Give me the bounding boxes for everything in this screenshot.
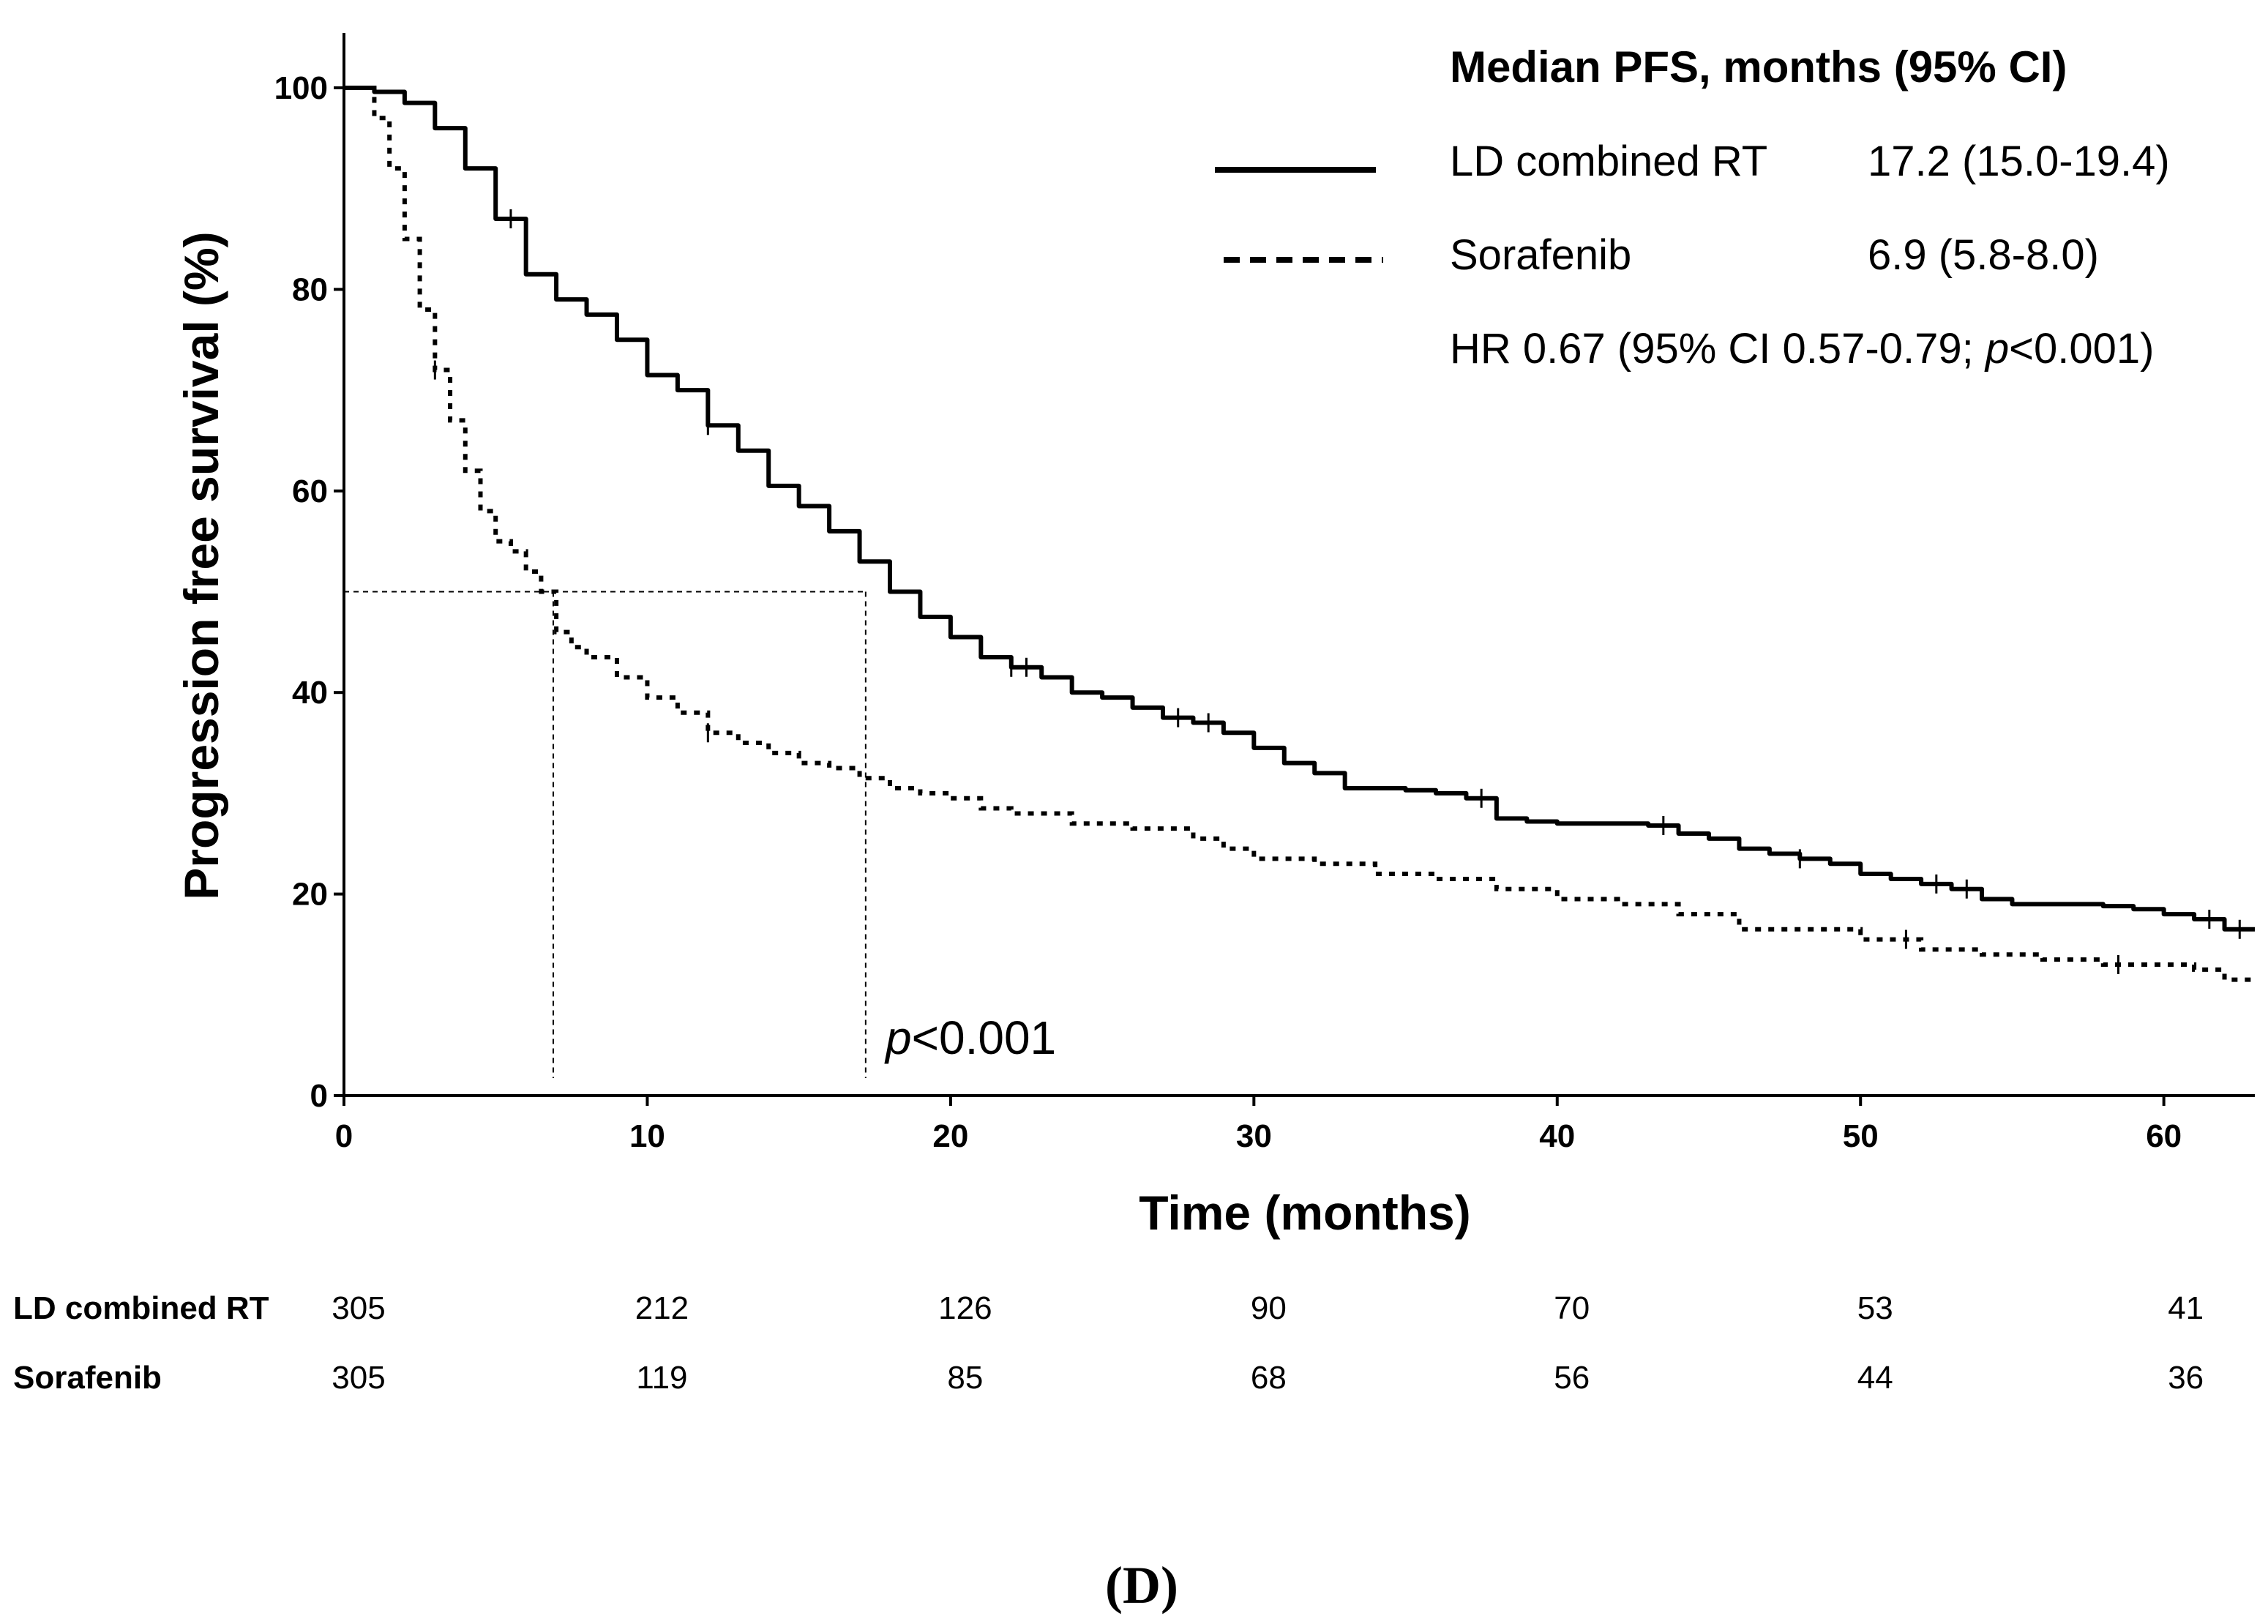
censor-marks — [433, 209, 2241, 974]
p-value-annotation: p<0.001 — [884, 1011, 1056, 1064]
x-tick-label: 60 — [2146, 1118, 2182, 1154]
y-tick-label: 80 — [292, 272, 328, 307]
x-tick-label: 0 — [335, 1118, 353, 1154]
legend-value-sorafenib: 6.9 (5.8-8.0) — [1868, 231, 2099, 279]
risk-count: 212 — [635, 1290, 689, 1326]
legend-label-ld-combined-rt: LD combined RT — [1450, 138, 1767, 185]
y-tick-label: 60 — [292, 474, 328, 509]
y-axis-ticks: 0 20 40 60 80 100 — [274, 70, 344, 1114]
risk-count: 305 — [332, 1360, 385, 1396]
legend-value-ld-combined-rt: 17.2 (15.0-19.4) — [1868, 138, 2170, 185]
risk-count: 119 — [636, 1360, 687, 1396]
risk-count: 36 — [2168, 1360, 2204, 1396]
risk-table-cells: 305 212 126 90 70 53 41 305 119 85 68 56 44 36 — [332, 1290, 2204, 1396]
x-tick-label: 50 — [1843, 1118, 1879, 1154]
risk-count: 126 — [938, 1290, 992, 1326]
risk-count: 85 — [947, 1360, 983, 1396]
legend-label-sorafenib: Sorafenib — [1450, 231, 1631, 279]
risk-count: 90 — [1251, 1290, 1287, 1326]
x-tick-label: 20 — [932, 1118, 968, 1154]
risk-count: 44 — [1857, 1360, 1893, 1396]
x-tick-label: 10 — [629, 1118, 665, 1154]
x-tick-label: 40 — [1539, 1118, 1575, 1154]
y-axis-title: Progression free survival (%) — [174, 231, 228, 899]
x-axis-ticks: 0 10 20 30 40 50 60 — [335, 1096, 2182, 1154]
risk-row-label-ld-combined-rt: LD combined RT — [13, 1290, 269, 1326]
y-tick-label: 40 — [292, 675, 328, 711]
legend-hazard-ratio: HR 0.67 (95% CI 0.57-0.79; p<0.001) — [1450, 325, 2154, 373]
risk-count: 70 — [1554, 1290, 1590, 1326]
y-tick-label: 0 — [310, 1078, 328, 1114]
risk-count: 53 — [1857, 1290, 1893, 1326]
risk-count: 68 — [1251, 1360, 1287, 1396]
y-tick-label: 100 — [274, 70, 328, 106]
risk-count: 41 — [2168, 1290, 2204, 1326]
y-tick-label: 20 — [292, 877, 328, 913]
curve-sorafenib — [344, 86, 2255, 982]
x-axis-title: Time (months) — [1139, 1186, 1470, 1240]
x-tick-label: 30 — [1236, 1118, 1272, 1154]
risk-count: 305 — [332, 1290, 385, 1326]
legend: Median PFS, months (95% CI) LD combined … — [1215, 42, 2170, 373]
risk-row-label-sorafenib: Sorafenib — [13, 1360, 162, 1396]
risk-table: LD combined RT Sorafenib 305 212 126 90 70 53… — [13, 1290, 2204, 1396]
curve-ld-combined-rt — [344, 86, 2255, 932]
legend-title: Median PFS, months (95% CI) — [1450, 42, 2067, 91]
risk-count: 56 — [1554, 1360, 1590, 1396]
median-guide-lines — [344, 591, 867, 1078]
panel-label: (D) — [1105, 1556, 1178, 1614]
